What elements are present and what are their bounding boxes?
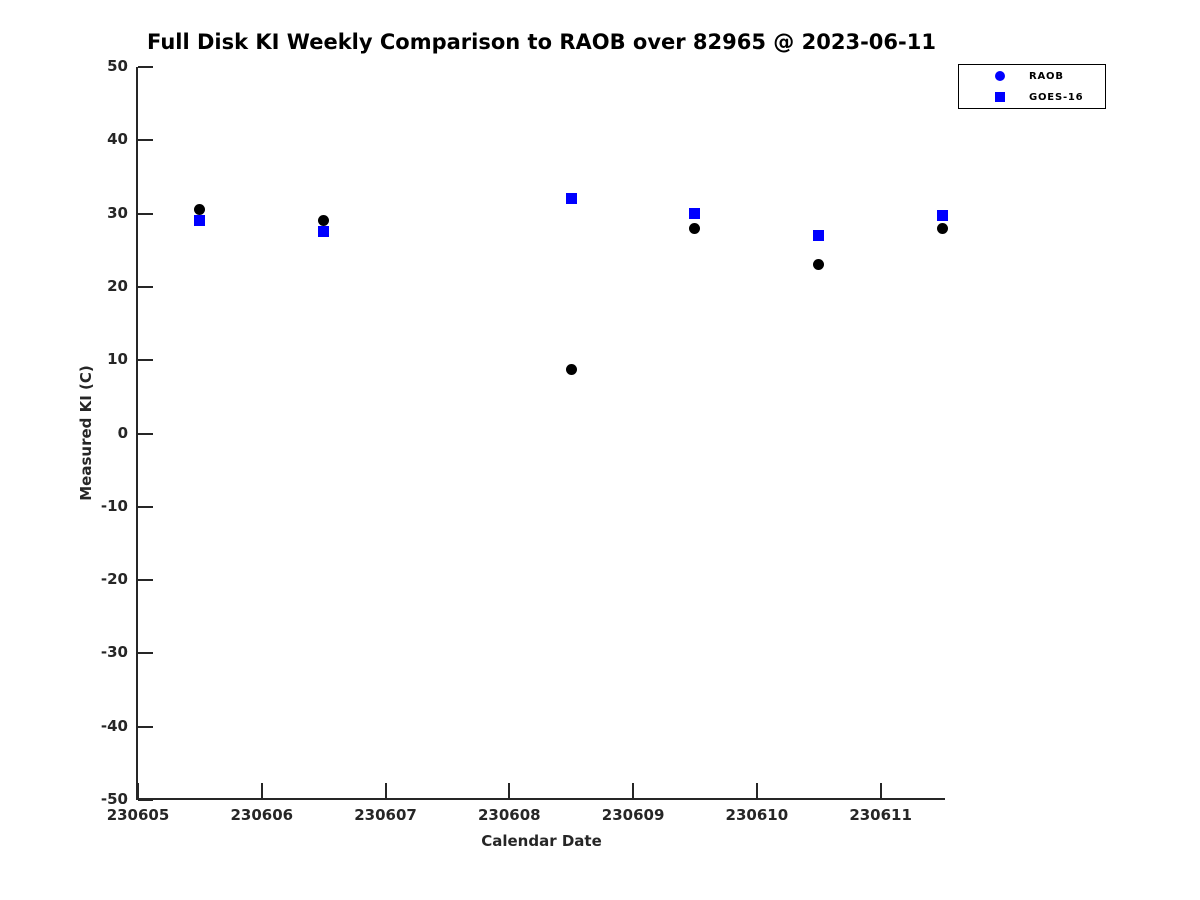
goes16-marker [937, 209, 949, 221]
x-tick [508, 783, 511, 798]
y-tick-label: -40 [100, 716, 128, 735]
y-tick [138, 66, 153, 68]
chart-title: Full Disk KI Weekly Comparison to RAOB o… [147, 30, 936, 54]
y-tick [138, 652, 153, 655]
y-tick-label: 40 [107, 130, 128, 149]
y-tick-label: 30 [107, 203, 128, 222]
raob-marker [194, 204, 206, 216]
x-tick-label: 230611 [849, 806, 912, 824]
raob-marker [565, 364, 577, 376]
x-tick-label: 230608 [478, 806, 541, 824]
raob-marker [689, 222, 701, 234]
legend-row-goes16: GOES-16 [959, 87, 1105, 108]
legend-label-raob: RAOB [1029, 70, 1064, 82]
y-axis-line [136, 67, 138, 800]
y-tick-label: 50 [107, 57, 128, 75]
goes16-marker [194, 215, 206, 227]
x-tick-label: 230610 [725, 806, 789, 824]
y-tick [138, 799, 153, 801]
x-tick-label: 230606 [230, 806, 294, 824]
y-tick [138, 212, 153, 215]
y-tick-label: -20 [100, 570, 128, 589]
y-tick-label: 0 [117, 423, 128, 442]
x-tick-label: 230605 [106, 806, 170, 824]
y-tick [138, 432, 153, 435]
y-tick [138, 359, 153, 362]
y-tick [138, 285, 153, 288]
x-tick [632, 783, 635, 798]
x-tick-label: 230607 [354, 806, 417, 824]
y-tick [138, 505, 153, 508]
x-tick [879, 783, 882, 798]
y-tick-label: 20 [107, 276, 128, 295]
x-axis-label: Calendar Date [481, 832, 602, 850]
raob-marker [813, 259, 825, 271]
goes16-marker [689, 208, 701, 220]
y-tick [138, 725, 153, 728]
goes16-marker [565, 193, 577, 205]
y-tick [138, 579, 153, 582]
legend-label-goes16: GOES-16 [1029, 91, 1084, 103]
x-tick [384, 783, 387, 798]
legend-row-raob: RAOB [959, 66, 1105, 87]
goes16-marker [318, 226, 330, 238]
y-axis-label: Measured KI (C) [77, 365, 95, 501]
x-axis-line [136, 798, 945, 800]
legend: RAOB GOES-16 [958, 64, 1106, 109]
raob-marker [318, 215, 330, 227]
x-tick [260, 783, 263, 798]
y-tick-label: -50 [100, 790, 128, 808]
y-tick-label: -10 [100, 496, 128, 515]
x-tick-label: 230609 [601, 806, 665, 824]
goes16-legend-marker-icon [995, 92, 1005, 102]
x-tick [755, 783, 758, 798]
x-tick [137, 783, 139, 798]
y-tick [138, 139, 153, 142]
raob-marker [937, 222, 949, 234]
raob-legend-marker-icon [995, 71, 1005, 81]
y-tick-label: -30 [100, 643, 128, 662]
y-tick-label: 10 [107, 350, 128, 369]
goes16-marker [813, 230, 825, 242]
